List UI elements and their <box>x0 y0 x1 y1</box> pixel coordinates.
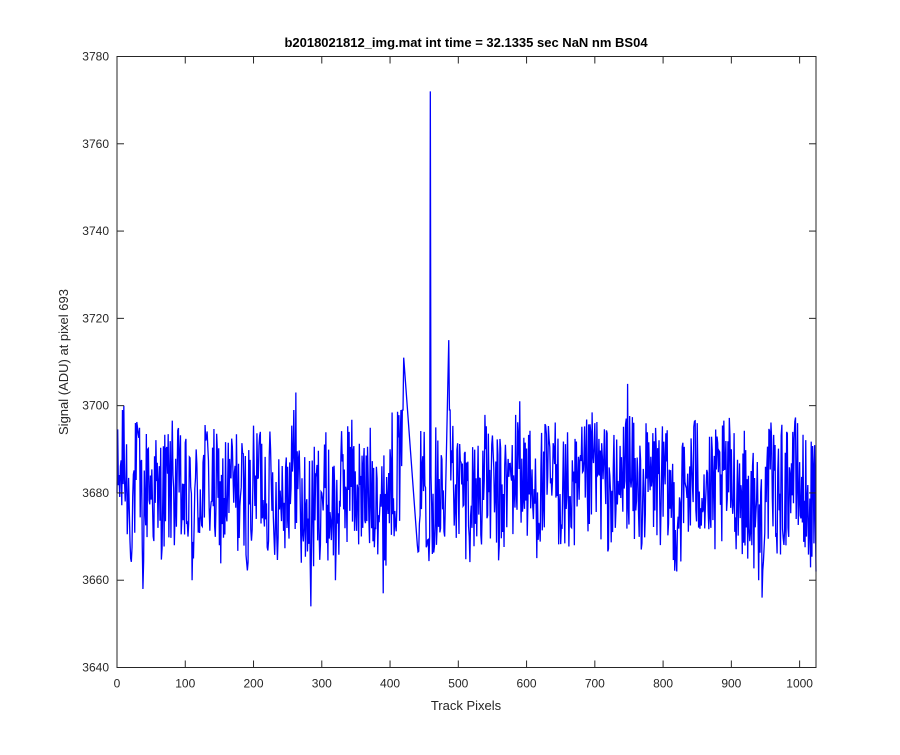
x-tick-label: 1000 <box>786 677 813 691</box>
series-line <box>116 91 817 607</box>
y-axis-label: Signal (ADU) at pixel 693 <box>56 289 71 435</box>
x-tick-label: 600 <box>517 677 537 691</box>
y-tick-label: 3700 <box>82 399 109 413</box>
y-tick-label: 3660 <box>82 573 109 587</box>
plot-area <box>117 56 816 668</box>
y-tick-label: 3640 <box>82 661 109 675</box>
y-tick-label: 3720 <box>82 311 109 325</box>
chart-title: b2018021812_img.mat int time = 32.1335 s… <box>284 35 648 50</box>
data-layer <box>116 91 817 607</box>
x-tick-label: 200 <box>244 677 264 691</box>
x-tick-label: 300 <box>312 677 332 691</box>
x-axis-label: Track Pixels <box>431 698 502 713</box>
x-tick-label: 0 <box>114 677 121 691</box>
x-tick-label: 400 <box>380 677 400 691</box>
y-tick-label: 3740 <box>82 224 109 238</box>
x-tick-label: 800 <box>653 677 673 691</box>
x-tick-label: 900 <box>721 677 741 691</box>
x-tick-label: 100 <box>175 677 195 691</box>
tick-layer: 0 100 200 300 400 500 600 700 800 900 1000 3640 3660… <box>82 50 816 691</box>
y-tick-label: 3780 <box>82 50 109 64</box>
y-tick-label: 3760 <box>82 137 109 151</box>
axes-box <box>116 56 817 668</box>
x-tick-label: 500 <box>448 677 468 691</box>
y-tick-label: 3680 <box>82 486 109 500</box>
x-tick-label: 700 <box>585 677 605 691</box>
